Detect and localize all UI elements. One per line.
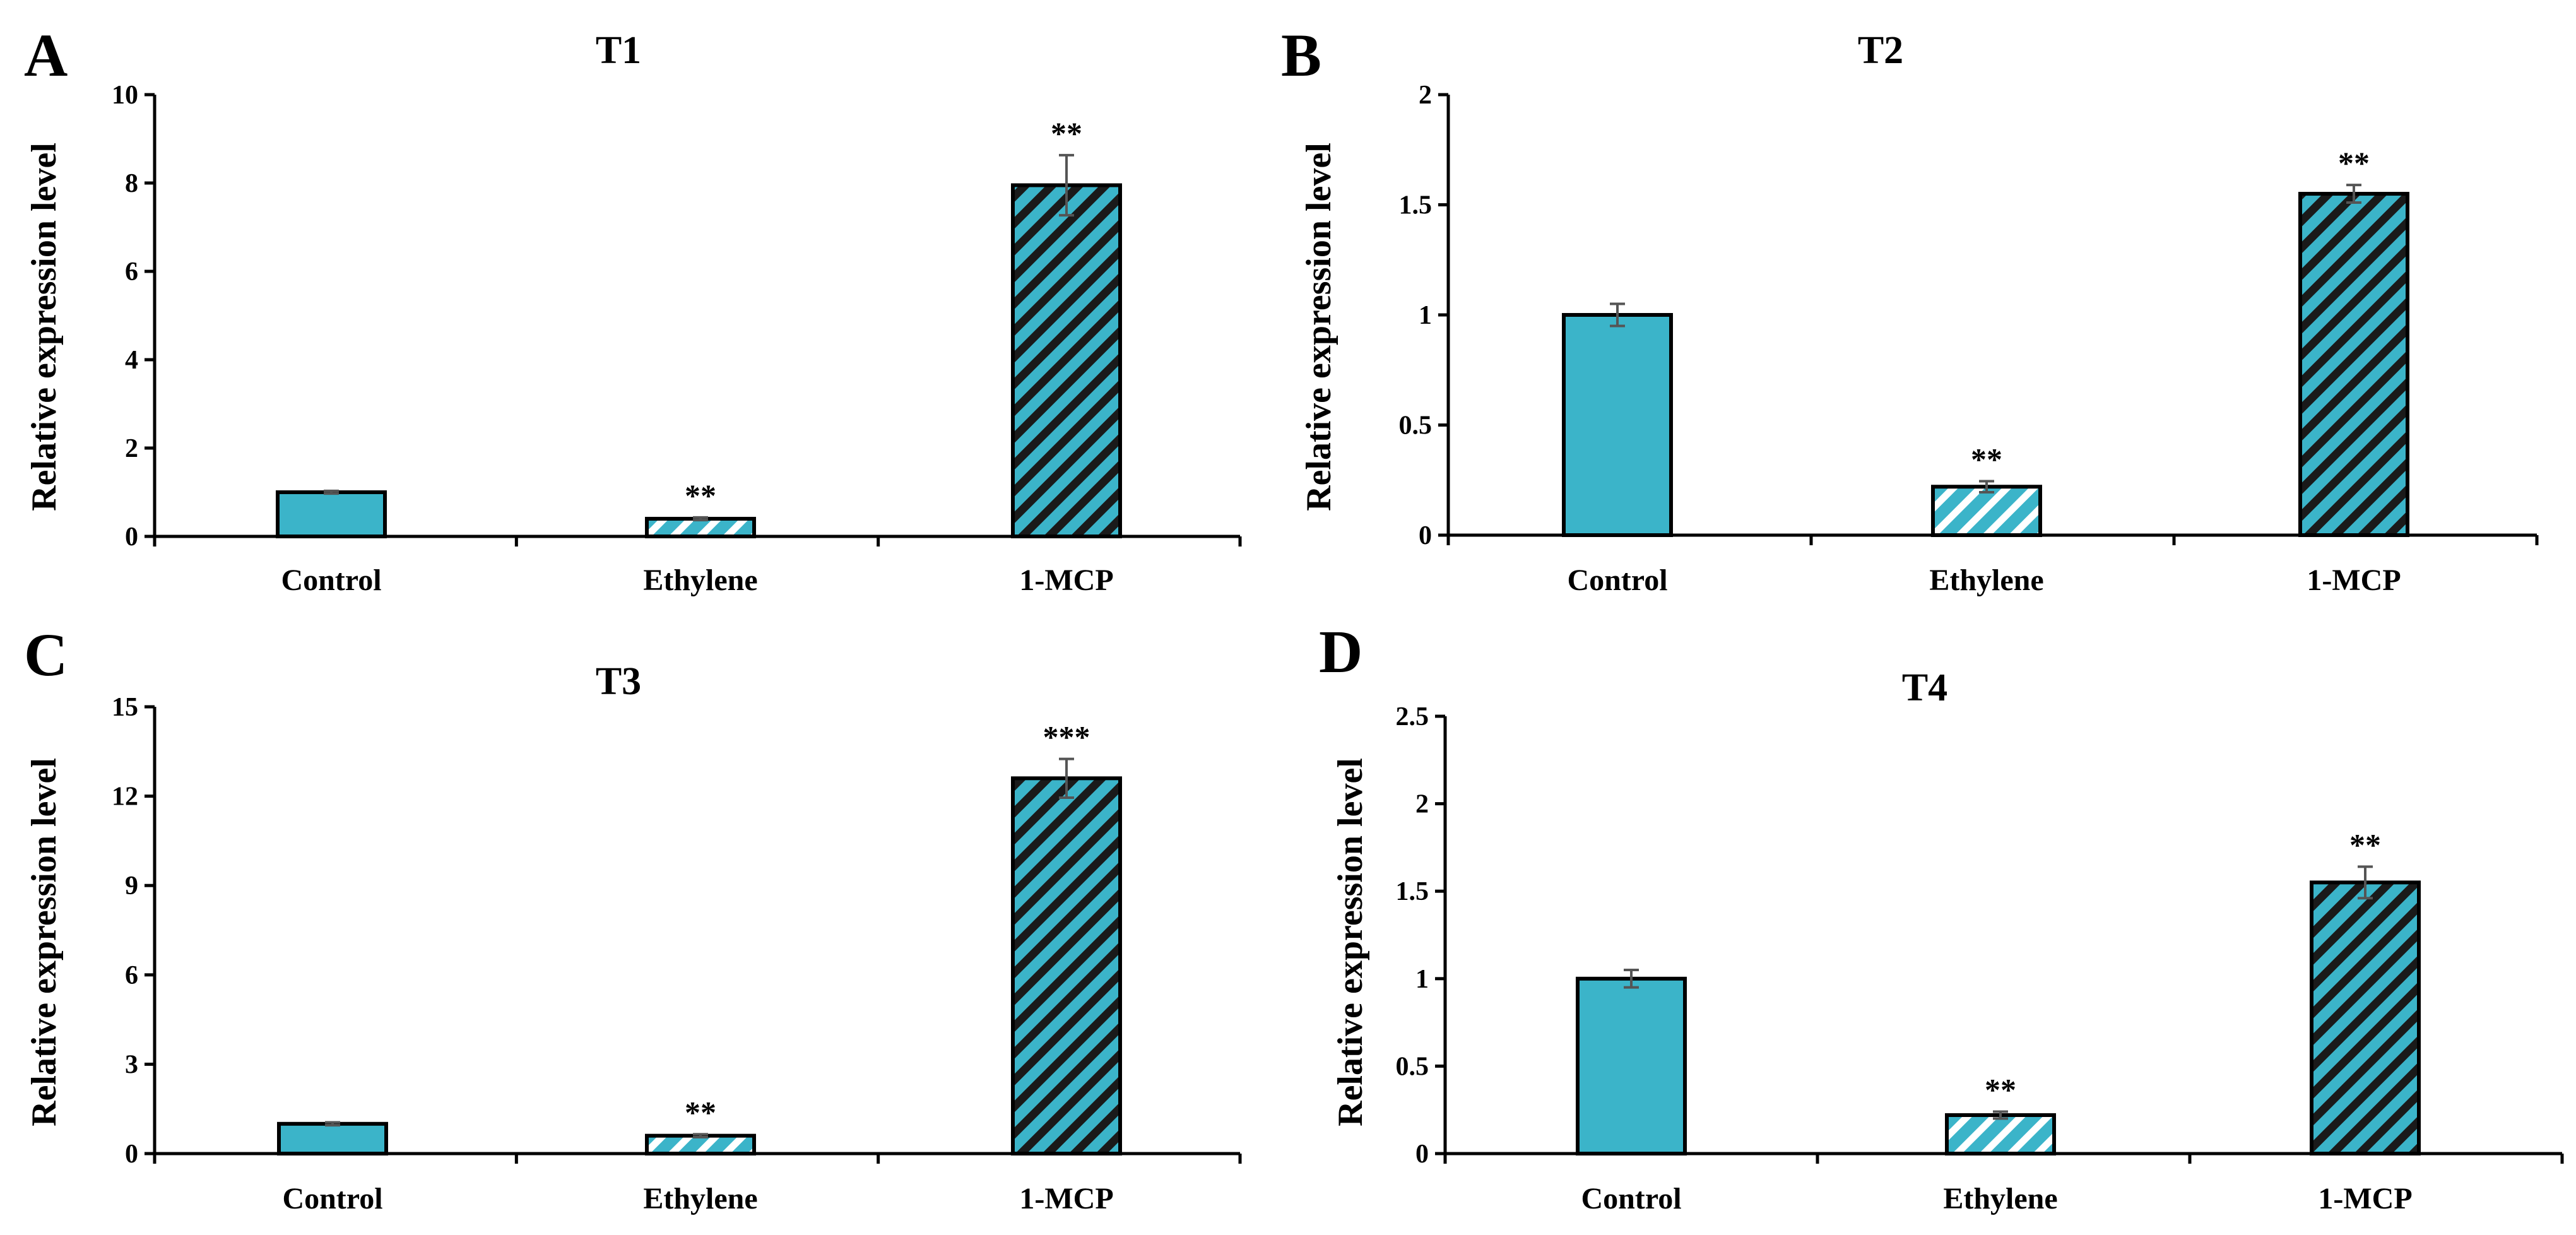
- y-tick-label: 8: [125, 169, 138, 198]
- bar-1-mcp: [1011, 183, 1122, 538]
- y-axis-title: Relative expression level: [25, 143, 64, 511]
- y-tick-label: 0: [1415, 1140, 1429, 1169]
- panel-letter: B: [1281, 21, 1321, 89]
- y-tick-label: 1.5: [1396, 877, 1429, 906]
- y-tick-label: 2: [125, 434, 138, 463]
- y-tick-label: 1: [1415, 965, 1429, 994]
- x-category-label: Ethylene: [643, 564, 757, 597]
- significance-label: ***: [1043, 719, 1090, 755]
- bar-ethylene: [1931, 485, 2042, 537]
- chart-panel-c: C T3 Relative expression level 0 3 6 9 12 15 Cont…: [24, 621, 1242, 1215]
- significance-label: **: [1971, 441, 2002, 476]
- bar-ethylene: [1945, 1113, 2056, 1155]
- panel-letter: C: [24, 621, 68, 688]
- bar-control: [1576, 976, 1687, 1156]
- y-tick-label: 6: [125, 961, 138, 990]
- y-tick-label: 3: [125, 1050, 138, 1079]
- bar-1-mcp: [2310, 880, 2421, 1155]
- y-tick-label: 1.5: [1399, 191, 1433, 220]
- chart-panel-a: A T1 Relative expression level 0 2 4 6 8 10 Contr…: [24, 21, 1242, 597]
- significance-label: **: [1985, 1072, 2016, 1107]
- y-tick-label: 0: [1419, 521, 1432, 550]
- bar-ethylene: [645, 517, 756, 538]
- y-tick-label: 9: [125, 872, 138, 901]
- chart-title: T3: [596, 660, 641, 703]
- x-category-label: Ethylene: [1943, 1182, 2057, 1215]
- y-tick-label: 0.5: [1396, 1052, 1429, 1081]
- y-tick-label: 0: [125, 523, 138, 552]
- y-tick-label: 2.5: [1396, 702, 1429, 731]
- x-category-label: 1-MCP: [1019, 1182, 1113, 1215]
- significance-label: **: [2349, 827, 2381, 862]
- y-tick-label: 15: [112, 693, 138, 722]
- significance-label: **: [1051, 115, 1082, 151]
- x-category-label: Control: [281, 564, 381, 597]
- y-tick-label: 10: [112, 81, 138, 110]
- chart-panel-d: D T4 Relative expression level 0 0.5 1 1.5 2 2.5…: [1319, 618, 2564, 1215]
- x-category-label: Control: [1581, 1182, 1681, 1215]
- y-axis-title: Relative expression level: [25, 758, 64, 1126]
- x-category-label: Ethylene: [643, 1182, 757, 1215]
- x-category-label: Control: [282, 1182, 382, 1215]
- y-tick-label: 6: [125, 257, 138, 287]
- chart-title: T4: [1902, 666, 1947, 709]
- y-tick-label: 2: [1415, 790, 1429, 819]
- y-tick-label: 12: [112, 783, 138, 812]
- significance-label: **: [685, 1094, 716, 1130]
- x-category-label: 1-MCP: [2318, 1182, 2412, 1215]
- y-tick-label: 0: [125, 1140, 138, 1169]
- chart-title: T2: [1858, 29, 1903, 72]
- panel-letter: A: [24, 21, 68, 89]
- x-category-label: Ethylene: [1929, 564, 2043, 597]
- chart-title: T1: [596, 29, 641, 72]
- y-tick-label: 2: [1419, 81, 1432, 110]
- chart-panel-b: B T2 Relative expression level 0 0.5 1 1.5 2 Con…: [1281, 21, 2539, 597]
- y-tick-label: 1: [1419, 301, 1432, 330]
- y-tick-label: 0.5: [1399, 411, 1433, 440]
- x-category-label: 1-MCP: [1019, 564, 1113, 597]
- y-axis-title: Relative expression level: [1299, 143, 1338, 511]
- y-axis-title: Relative expression level: [1331, 758, 1370, 1126]
- x-category-label: 1-MCP: [2307, 564, 2401, 597]
- x-category-label: Control: [1567, 564, 1667, 597]
- bar-control: [1562, 313, 1673, 537]
- y-tick-label: 4: [125, 346, 138, 375]
- significance-label: **: [2338, 145, 2370, 180]
- bar-control: [276, 490, 387, 538]
- panel-letter: D: [1319, 618, 1362, 685]
- significance-label: **: [685, 478, 716, 513]
- bar-control: [277, 1121, 388, 1156]
- bar-1-mcp: [2298, 192, 2409, 537]
- bar-1-mcp: [1011, 776, 1122, 1155]
